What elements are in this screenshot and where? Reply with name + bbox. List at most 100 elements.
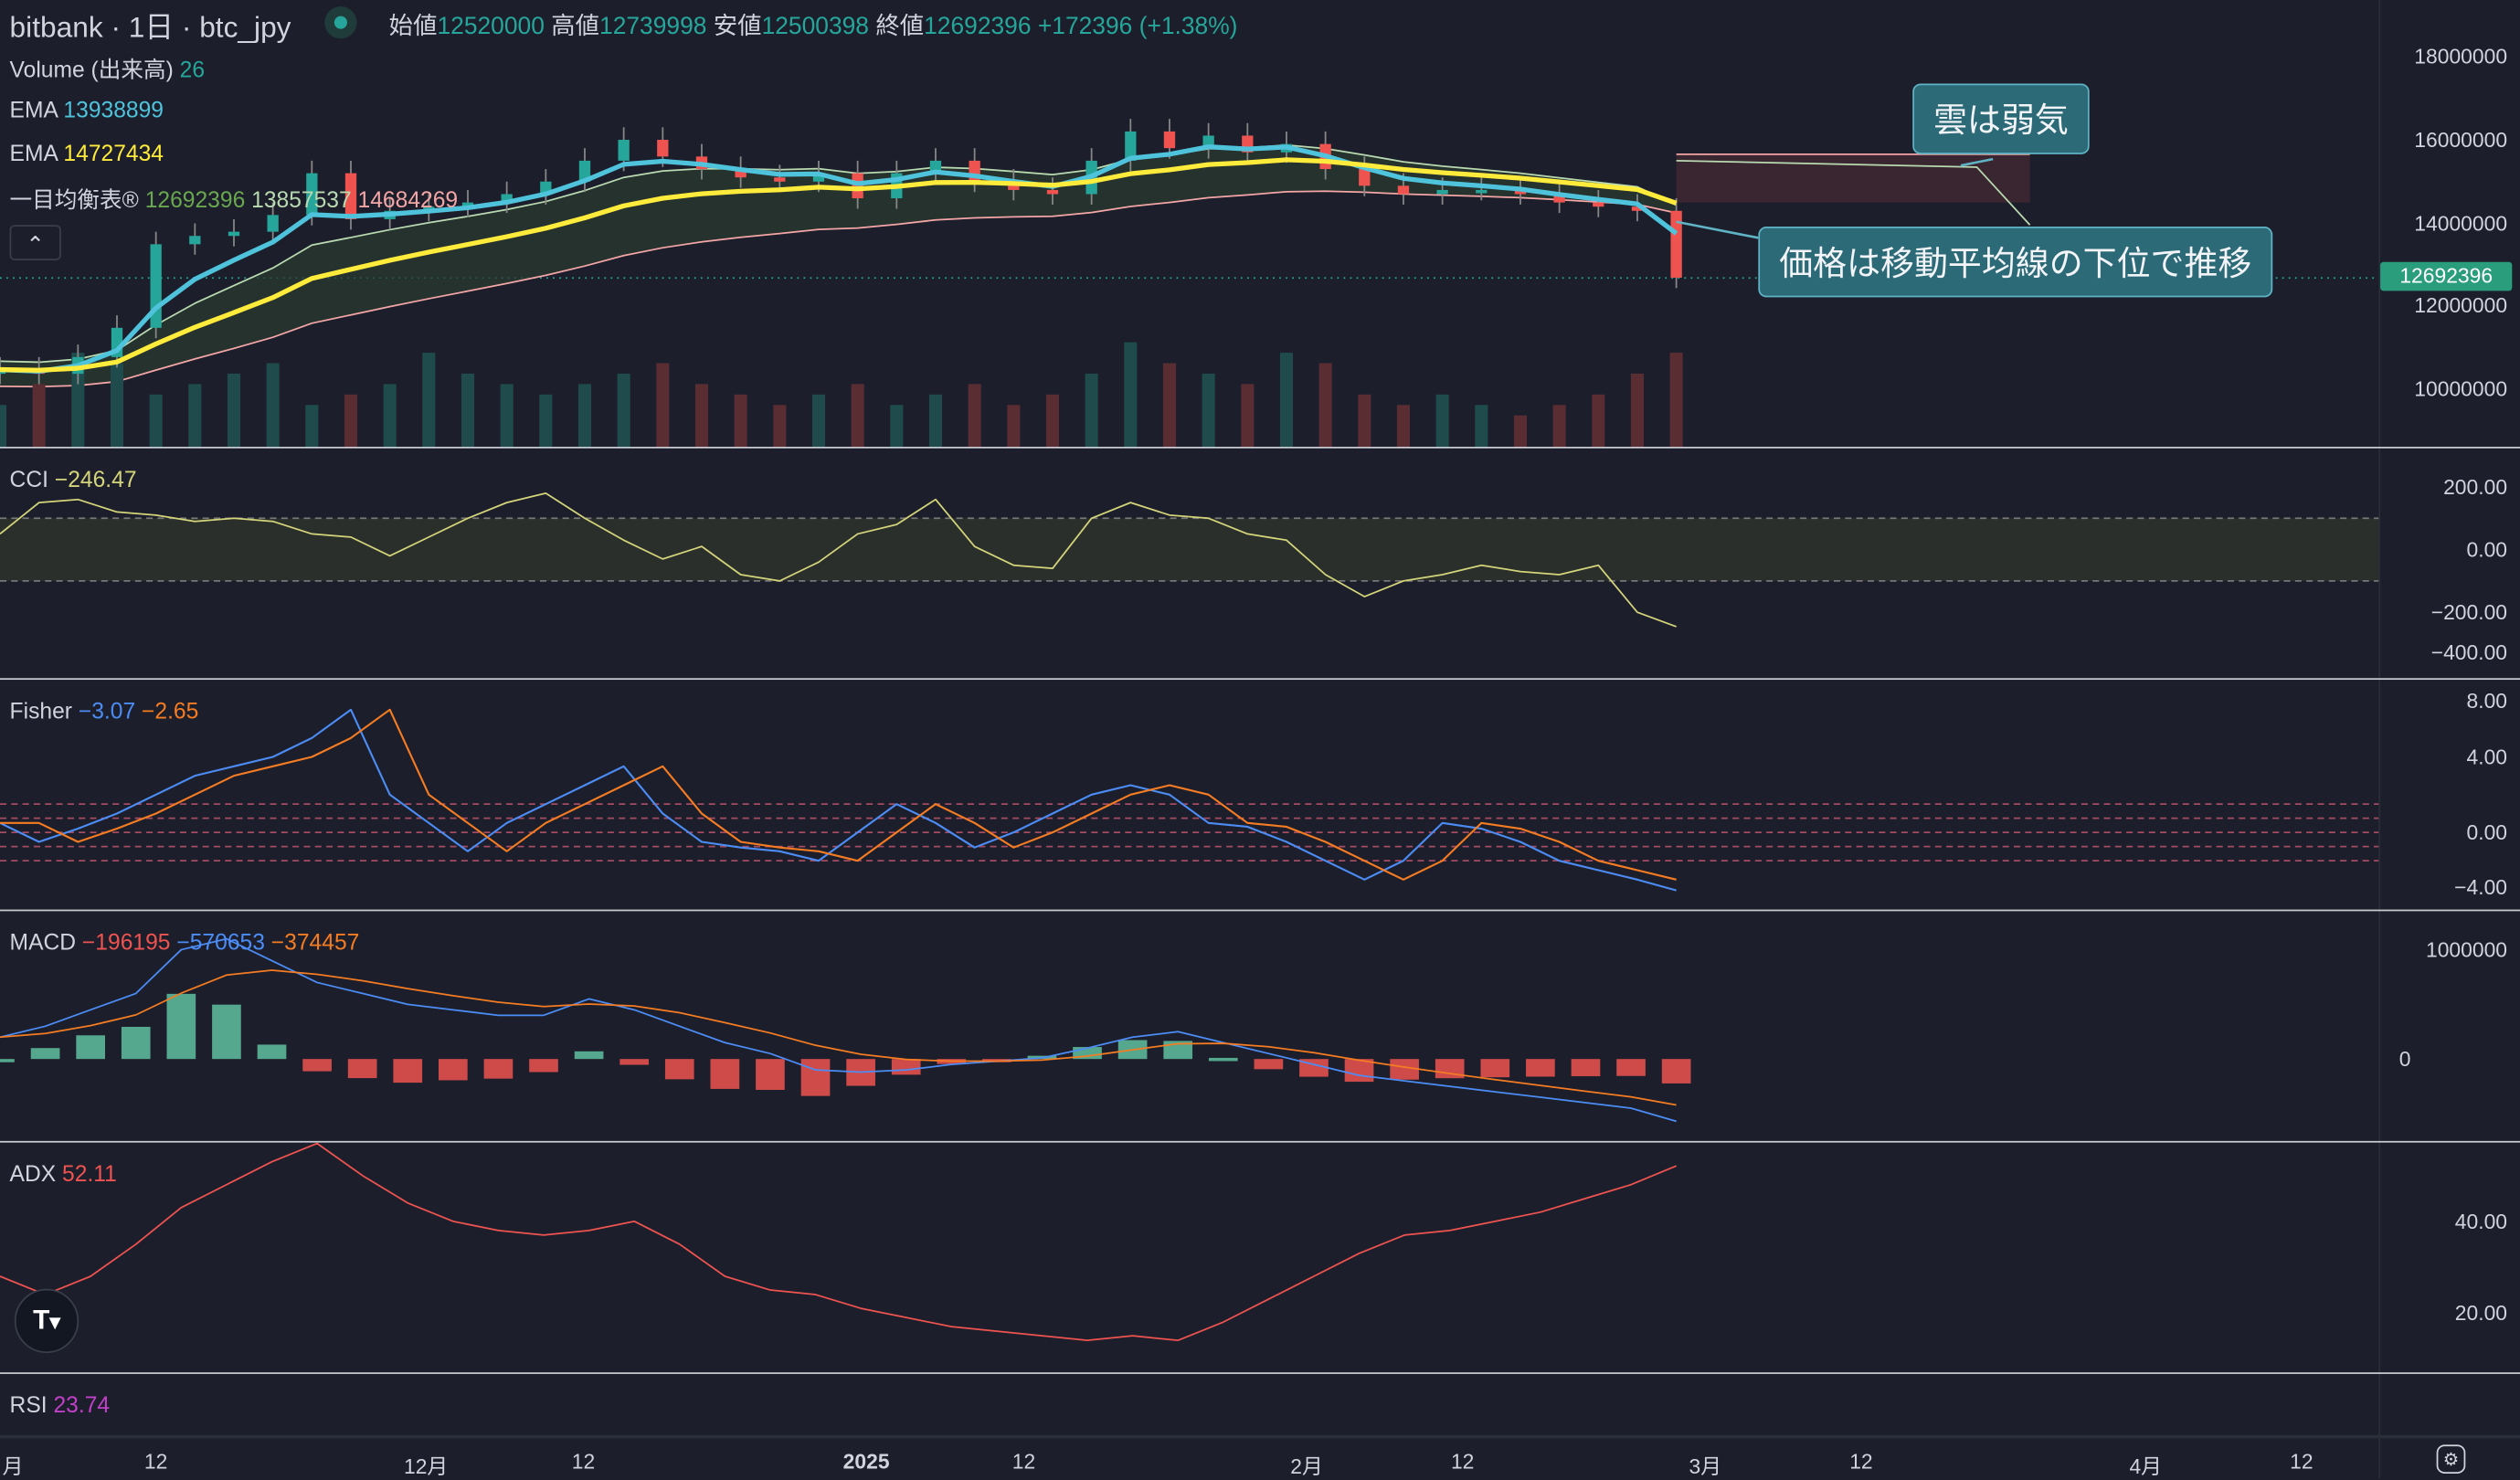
collapse-legend-button[interactable]: ⌃ bbox=[9, 225, 61, 260]
pane-divider[interactable] bbox=[0, 447, 2520, 449]
settings-gear-icon[interactable]: ⚙ bbox=[2436, 1444, 2466, 1475]
price-tick: 10000000 bbox=[2414, 376, 2508, 401]
ichimoku-legend[interactable]: 一目均衡表® 12692396 13857537 14684269 bbox=[10, 184, 459, 216]
ichimoku-span-b bbox=[0, 190, 1677, 388]
ema1-value: 13938899 bbox=[63, 96, 164, 122]
pane-divider[interactable] bbox=[0, 678, 2520, 681]
cci-value: −246.47 bbox=[54, 466, 137, 492]
volume-bar bbox=[1669, 353, 1683, 448]
fisher-trigger-line bbox=[0, 708, 1677, 881]
volume-bar bbox=[32, 384, 46, 448]
volume-bar bbox=[1124, 342, 1138, 448]
high-value: 12739998 bbox=[599, 13, 707, 40]
candle bbox=[618, 140, 630, 161]
candle bbox=[344, 173, 357, 219]
adx-legend[interactable]: ADX 52.11 bbox=[10, 1160, 117, 1186]
fisher-tick: 8.00 bbox=[2466, 688, 2508, 714]
candle bbox=[423, 206, 435, 211]
macd-histogram-bar bbox=[257, 1044, 287, 1060]
candle bbox=[1359, 169, 1371, 186]
candle bbox=[1397, 185, 1410, 195]
macd-value-2: −570653 bbox=[176, 928, 265, 955]
ema-long-line bbox=[0, 157, 1678, 373]
candle bbox=[1670, 210, 1682, 278]
tradingview-logo[interactable]: T▾ bbox=[14, 1288, 79, 1354]
volume-bar bbox=[1007, 405, 1021, 448]
volume-bar bbox=[1475, 405, 1488, 448]
adx-tick: 40.00 bbox=[2454, 1209, 2508, 1234]
ema-short-line bbox=[0, 144, 1678, 375]
pane-divider[interactable] bbox=[0, 1372, 2520, 1374]
price-axis-divider bbox=[2378, 0, 2381, 1479]
volume-bar bbox=[383, 384, 397, 448]
ema1-label: EMA bbox=[9, 96, 58, 122]
cci-legend[interactable]: CCI −246.47 bbox=[10, 466, 137, 492]
volume-bar bbox=[890, 405, 904, 448]
macd-legend[interactable]: MACD −196195 −570653 −374457 bbox=[10, 929, 360, 955]
ichimoku-cloud bbox=[0, 144, 1677, 387]
time-tick: 12 bbox=[1450, 1449, 1475, 1475]
macd-histogram-bar bbox=[1390, 1059, 1419, 1080]
adx-line bbox=[0, 1142, 1677, 1342]
time-tick: 3月 bbox=[1689, 1454, 1722, 1479]
symbol-title[interactable]: bitbank · 1日 · btc_jpy bbox=[9, 11, 291, 44]
macd-histogram-bar bbox=[1254, 1059, 1284, 1070]
volume-bar bbox=[0, 405, 7, 448]
candle bbox=[1631, 206, 1644, 211]
volume-bar bbox=[1085, 373, 1098, 448]
macd-histogram-bar bbox=[166, 993, 196, 1060]
fisher-legend[interactable]: Fisher −3.07 −2.65 bbox=[10, 697, 199, 723]
volume-bar bbox=[811, 394, 826, 448]
macd-histogram-bar bbox=[483, 1059, 514, 1079]
ema2-legend[interactable]: EMA 14727434 bbox=[10, 140, 164, 165]
macd-histogram-bar bbox=[1571, 1059, 1601, 1077]
macd-histogram-bar bbox=[76, 1035, 106, 1060]
volume-bar bbox=[266, 363, 280, 448]
volume-bar bbox=[928, 394, 943, 448]
ema2-label: EMA bbox=[9, 140, 58, 166]
candle bbox=[812, 173, 825, 182]
fisher-tick: 0.00 bbox=[2466, 819, 2508, 845]
volume-bar bbox=[1202, 373, 1215, 448]
macd-histogram-bar bbox=[529, 1059, 558, 1073]
volume-bar bbox=[851, 384, 864, 448]
candle bbox=[1046, 189, 1059, 195]
price-tick: 14000000 bbox=[2414, 211, 2508, 236]
volume-bar bbox=[500, 384, 514, 448]
low-label: 安値 bbox=[713, 13, 762, 40]
market-status-icon bbox=[324, 6, 357, 39]
candle bbox=[774, 177, 786, 182]
status-dot-icon bbox=[334, 16, 347, 29]
candle bbox=[1553, 194, 1565, 203]
rsi-label: RSI bbox=[9, 1391, 48, 1418]
candle bbox=[189, 236, 201, 245]
candle bbox=[267, 215, 279, 232]
last-price-badge: 12692396 bbox=[2380, 261, 2513, 291]
volume-bar bbox=[305, 405, 319, 448]
ema1-legend[interactable]: EMA 13938899 bbox=[10, 97, 164, 122]
volume-bar bbox=[539, 394, 553, 448]
macd-histogram-bar bbox=[302, 1059, 332, 1072]
time-tick: 月 bbox=[2, 1454, 24, 1479]
volume-bar bbox=[773, 405, 787, 448]
cci-label: CCI bbox=[9, 466, 48, 492]
rsi-legend[interactable]: RSI 23.74 bbox=[10, 1391, 111, 1417]
cci-line bbox=[0, 492, 1677, 628]
macd-histogram-bar bbox=[891, 1059, 921, 1075]
rsi-value: 23.74 bbox=[53, 1391, 111, 1418]
annotation-pointer bbox=[1676, 220, 1759, 239]
pane-divider[interactable] bbox=[0, 1140, 2520, 1143]
pane-divider[interactable] bbox=[0, 909, 2520, 912]
candle bbox=[1476, 189, 1488, 194]
close-label: 終値 bbox=[875, 13, 925, 40]
annotation-cloud-bearish[interactable]: 雲は弱気 bbox=[1912, 83, 2090, 154]
volume-bar bbox=[1358, 394, 1371, 448]
macd-histogram-bar bbox=[1616, 1059, 1646, 1076]
candle bbox=[461, 202, 474, 207]
volume-legend[interactable]: Volume (出来高) 26 bbox=[10, 53, 206, 85]
macd-histogram-bar bbox=[30, 1048, 60, 1060]
annotation-price-below-ma[interactable]: 価格は移動平均線の下位で推移 bbox=[1758, 227, 2273, 298]
time-tick: 12 bbox=[143, 1449, 168, 1475]
